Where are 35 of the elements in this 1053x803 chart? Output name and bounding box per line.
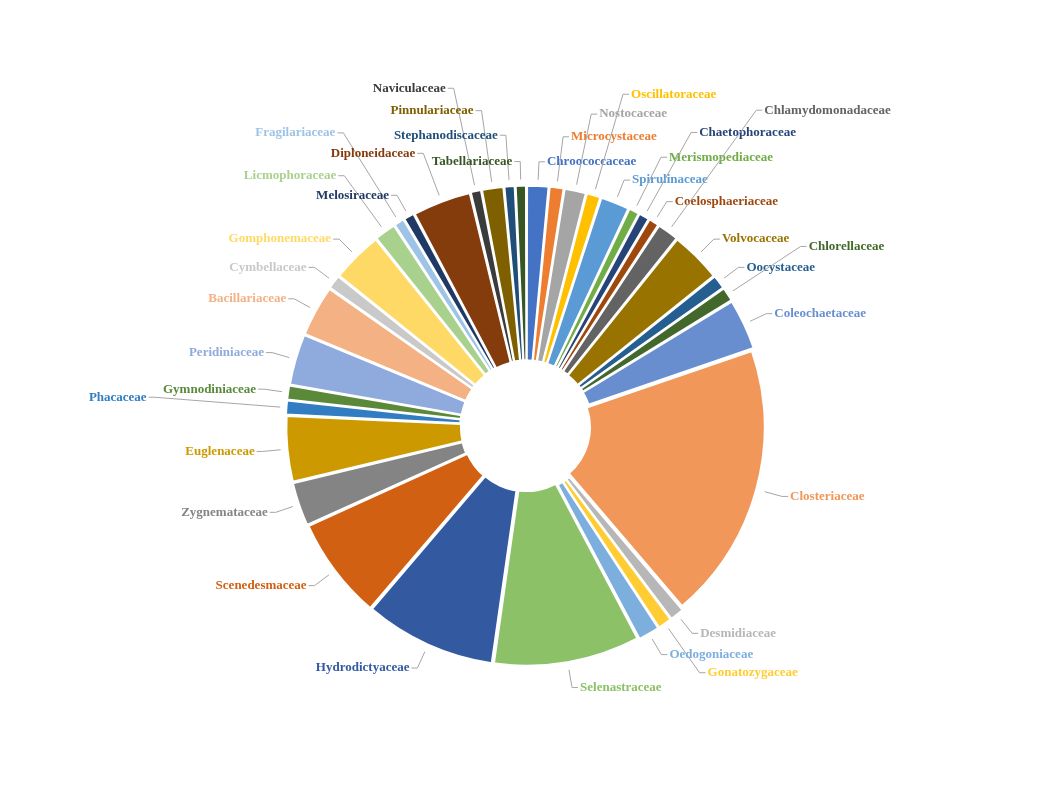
slice-label: Merismopediaceae — [669, 148, 774, 164]
slice-label: Phacaceae — [88, 388, 147, 404]
slice-label: Diploneidaceae — [330, 144, 416, 160]
slice-label: Chaetophoraceae — [699, 123, 797, 139]
slice-label: Stephanodiscaceae — [393, 126, 499, 142]
slice-label: Gomphonemaceae — [228, 230, 332, 246]
slice-label: Melosiraceae — [316, 186, 390, 202]
slice-label: Naviculaceae — [372, 79, 446, 95]
slice-label: Desmidiaceae — [700, 624, 777, 640]
slice-label: Selenastraceae — [580, 678, 662, 694]
slice-label: Chlamydomonadaceae — [764, 101, 891, 117]
slice-label: Bacillariaceae — [208, 290, 287, 306]
slice-label: Oedogoniaceae — [669, 645, 754, 661]
slice-label: Spirulinaceae — [632, 171, 709, 187]
slice-label: Closteriaceae — [790, 487, 865, 503]
slice-label: Peridiniaceae — [188, 343, 265, 359]
slice-label: Licmophoraceae — [243, 167, 337, 183]
slice-label: Chroococcaceae — [546, 153, 637, 169]
slice-label: Zygnemataceae — [181, 503, 269, 519]
slice-label: Microcystaceae — [571, 128, 657, 144]
slice-label: Tabellariaceae — [431, 152, 513, 168]
slice-label: Volvocaceae — [721, 230, 790, 246]
slice-label: Fragilariaceae — [255, 124, 336, 140]
slice-label: Gymnodiniaceae — [162, 380, 257, 396]
slice-label: Coleochaetaceae — [774, 305, 867, 321]
slice-label: Scenedesmaceae — [215, 576, 307, 592]
slice-label: Nostocaceae — [599, 105, 668, 121]
slice-label: Oscillatoraceae — [631, 85, 717, 101]
slice-label: Gonatozygaceae — [707, 664, 799, 680]
slice-label: Euglenaceae — [185, 442, 255, 458]
slice-label: Chlorellaceae — [808, 237, 885, 253]
slice-label: Oocystaceae — [746, 258, 816, 274]
slice-label: Hydrodictyaceae — [315, 659, 410, 675]
slice-label: Coelosphaeriaceae — [674, 193, 779, 208]
slice-label: Pinnulariaceae — [390, 102, 474, 118]
